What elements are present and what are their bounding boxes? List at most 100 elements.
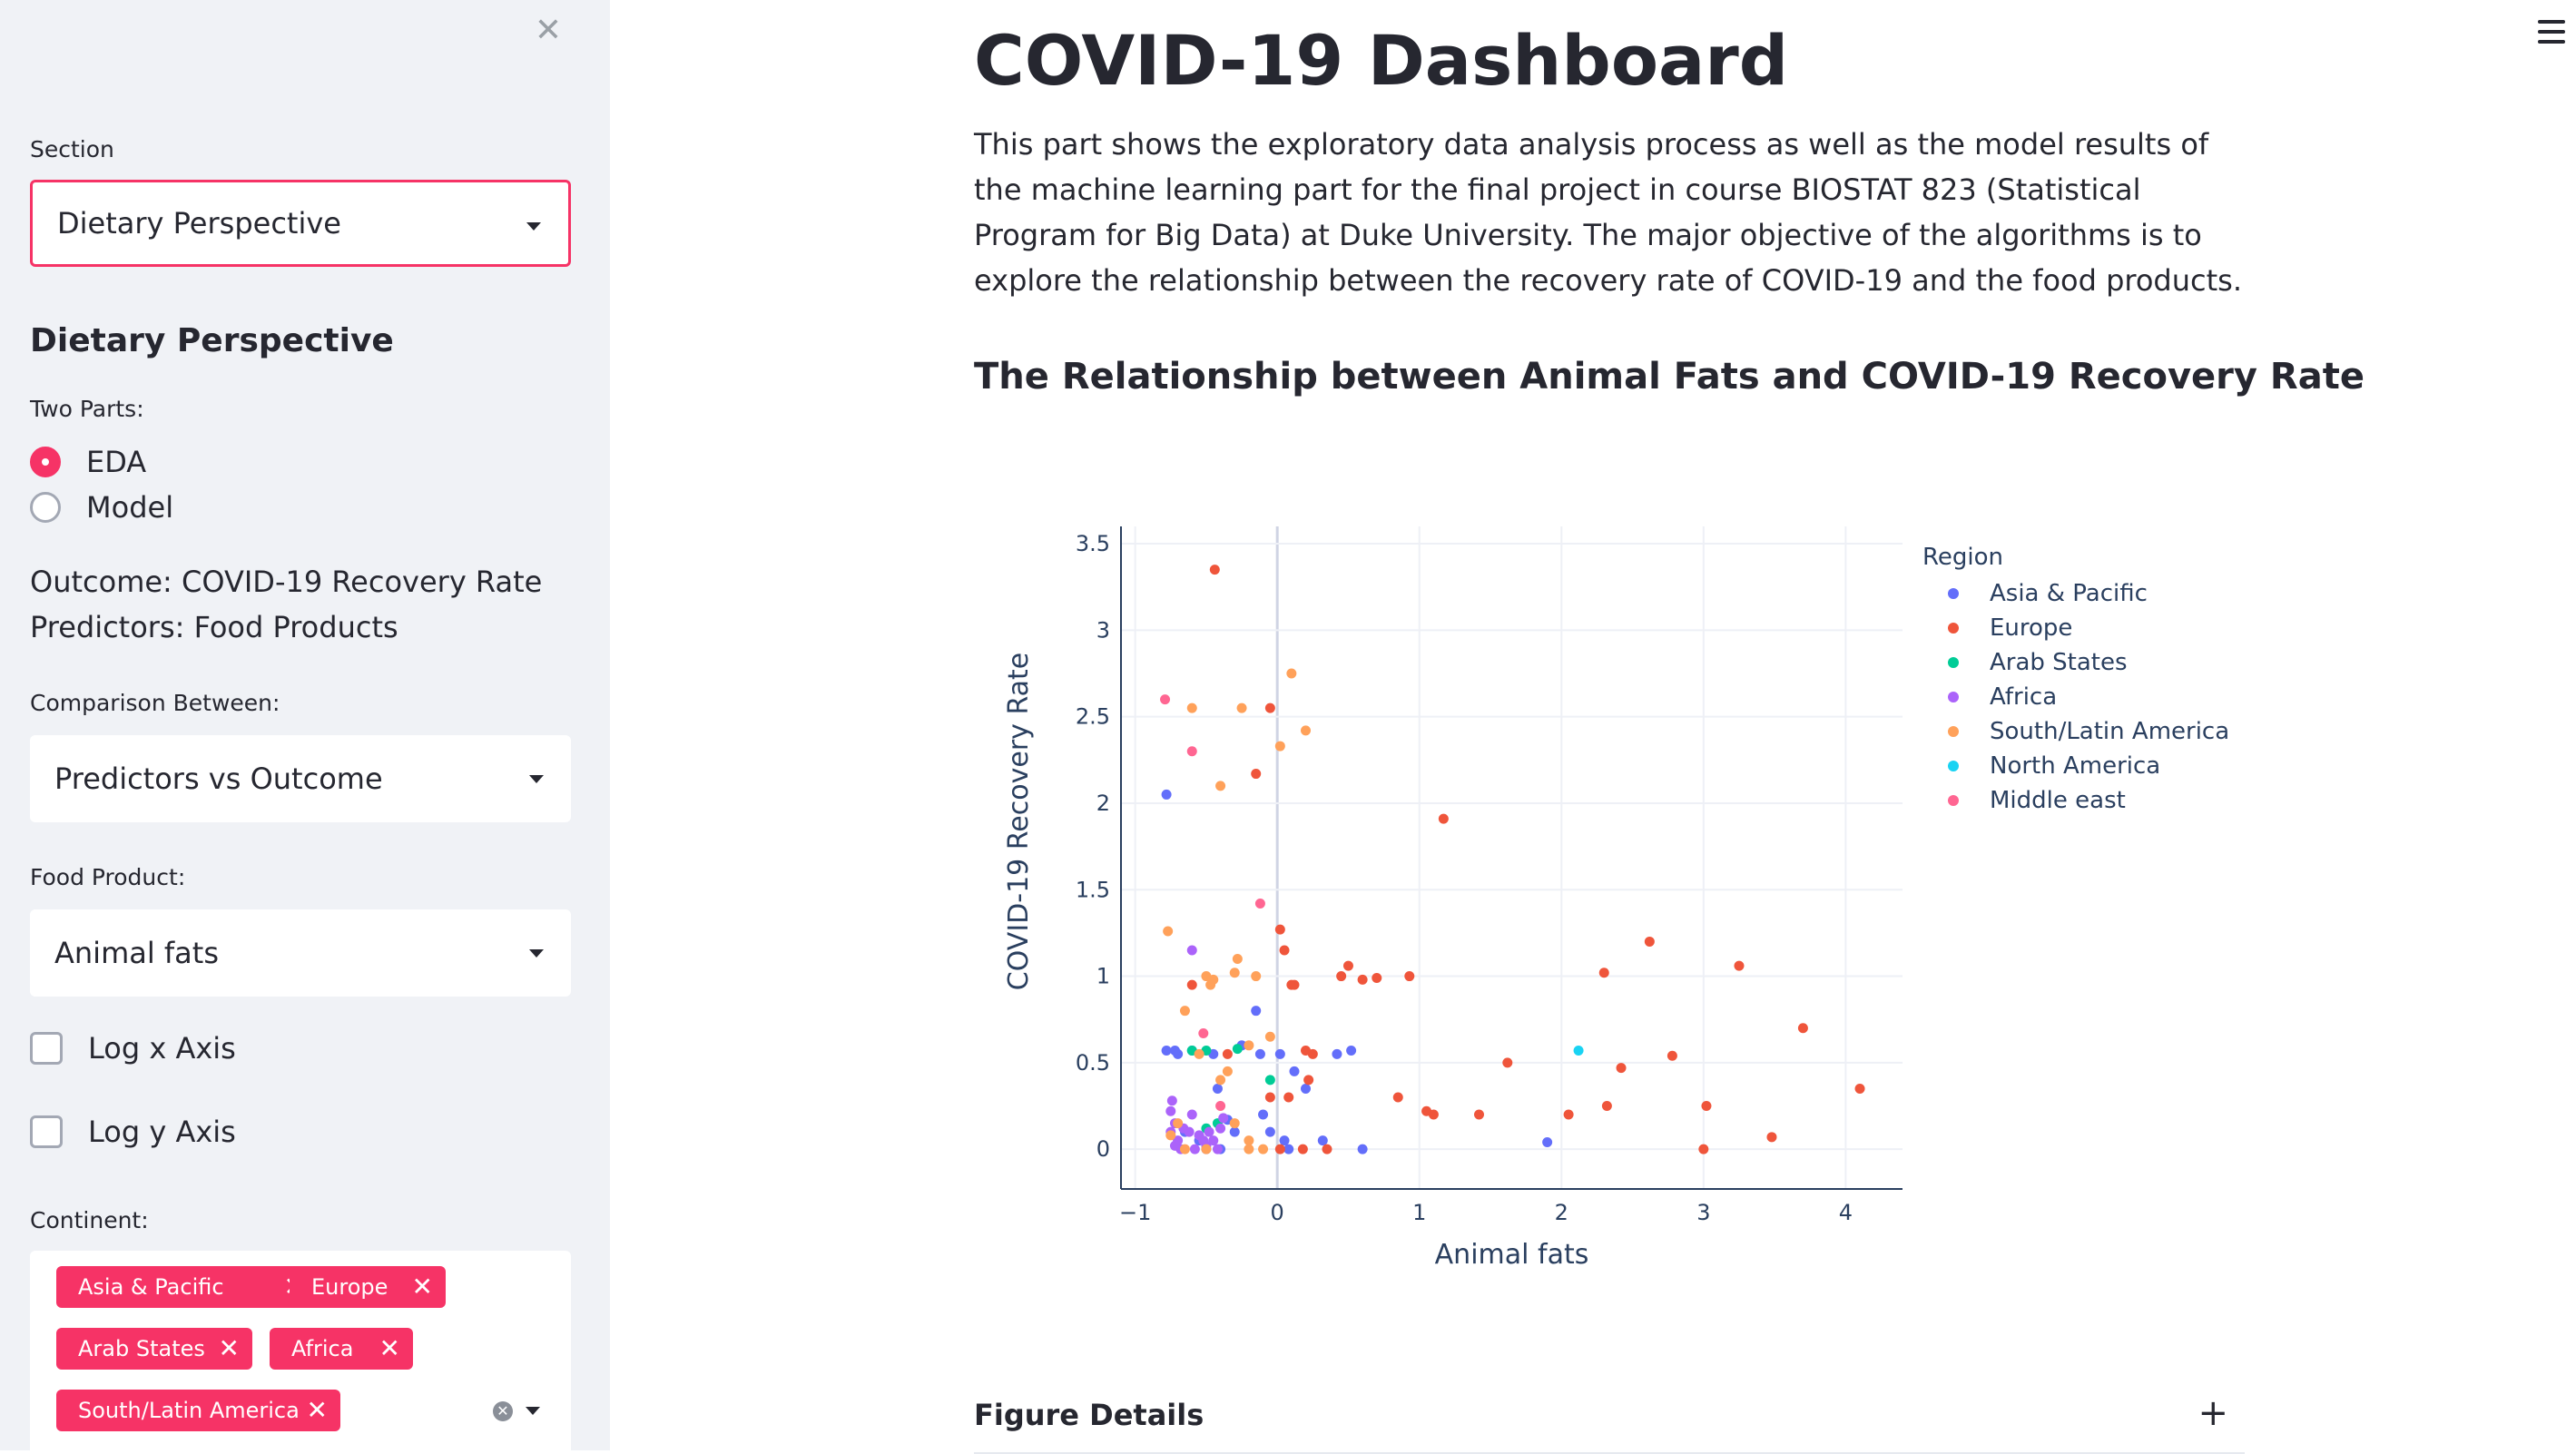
legend-marker[interactable] — [1948, 657, 1959, 668]
data-point[interactable] — [1598, 968, 1609, 978]
data-point[interactable] — [1667, 1050, 1677, 1061]
data-point[interactable] — [1161, 1046, 1172, 1056]
radio-eda[interactable]: EDA — [30, 445, 146, 479]
data-point[interactable] — [1184, 1126, 1195, 1137]
radio-selected-icon[interactable] — [30, 447, 61, 477]
legend-marker[interactable] — [1948, 761, 1959, 771]
data-point[interactable] — [1357, 1144, 1368, 1154]
data-point[interactable] — [1854, 1083, 1865, 1094]
remove-tag-icon[interactable]: ✕ — [306, 1395, 328, 1425]
close-sidebar-icon[interactable]: ✕ — [534, 12, 563, 49]
data-point[interactable] — [1342, 960, 1353, 971]
data-point[interactable] — [1279, 945, 1290, 956]
legend-entry[interactable]: South/Latin America — [1990, 718, 2229, 745]
data-point[interactable] — [1279, 1135, 1290, 1146]
data-point[interactable] — [1254, 899, 1265, 909]
data-point[interactable] — [1301, 1083, 1312, 1094]
data-point[interactable] — [1251, 769, 1262, 780]
data-point[interactable] — [1303, 1075, 1314, 1086]
legend-entry[interactable]: Middle east — [1990, 787, 2126, 814]
data-point[interactable] — [1166, 1095, 1177, 1106]
data-point[interactable] — [1163, 926, 1174, 937]
legend-marker[interactable] — [1948, 588, 1959, 599]
data-point[interactable] — [1212, 1144, 1223, 1154]
data-point[interactable] — [1204, 1126, 1214, 1137]
data-point[interactable] — [1616, 1063, 1627, 1074]
data-point[interactable] — [1357, 974, 1368, 985]
data-point[interactable] — [1169, 1140, 1180, 1151]
figure-details-expander[interactable]: Figure Details + — [974, 1378, 2245, 1454]
data-point[interactable] — [1244, 1144, 1254, 1154]
comparison-select[interactable]: Predictors vs Outcome — [30, 735, 571, 822]
data-point[interactable] — [1215, 781, 1226, 791]
data-point[interactable] — [1473, 1109, 1484, 1120]
data-point[interactable] — [1274, 1048, 1285, 1059]
data-point[interactable] — [1322, 1144, 1332, 1154]
data-point[interactable] — [1372, 972, 1382, 983]
remove-tag-icon[interactable]: ✕ — [218, 1333, 240, 1363]
data-point[interactable] — [1283, 1092, 1294, 1103]
data-point[interactable] — [1222, 1048, 1233, 1059]
continent-tag[interactable]: Europe ✕ — [290, 1266, 446, 1308]
continent-tag[interactable]: Arab States ✕ — [56, 1328, 252, 1370]
data-point[interactable] — [1161, 789, 1172, 800]
data-point[interactable] — [1212, 1083, 1223, 1094]
clear-all-icon[interactable]: ✕ — [493, 1401, 513, 1421]
data-point[interactable] — [1186, 945, 1197, 956]
legend-entry[interactable]: North America — [1990, 752, 2160, 780]
data-point[interactable] — [1251, 971, 1262, 982]
data-point[interactable] — [1198, 1027, 1209, 1038]
data-point[interactable] — [1208, 974, 1219, 985]
data-point[interactable] — [1698, 1144, 1709, 1154]
continent-multiselect[interactable]: Asia & Pacific ✕ Europe ✕ Arab States ✕ … — [30, 1251, 571, 1450]
legend-entry[interactable]: Asia & Pacific — [1990, 580, 2148, 607]
hamburger-menu-icon[interactable] — [2538, 20, 2565, 50]
data-point[interactable] — [1215, 1101, 1226, 1112]
data-point[interactable] — [1283, 1144, 1294, 1154]
legend-marker[interactable] — [1948, 795, 1959, 806]
data-point[interactable] — [1215, 1123, 1226, 1134]
data-point[interactable] — [1165, 1130, 1176, 1141]
data-point[interactable] — [1244, 1040, 1254, 1051]
data-point[interactable] — [1438, 813, 1449, 824]
data-point[interactable] — [1301, 725, 1312, 736]
data-point[interactable] — [1229, 1126, 1240, 1137]
continent-tag[interactable]: Africa ✕ — [270, 1328, 413, 1370]
remove-tag-icon[interactable]: ✕ — [411, 1272, 433, 1302]
data-point[interactable] — [1297, 1144, 1308, 1154]
data-point[interactable] — [1573, 1046, 1584, 1056]
data-point[interactable] — [1173, 1118, 1184, 1129]
log-x-checkbox-row[interactable]: Log x Axis — [30, 1031, 236, 1066]
data-point[interactable] — [1258, 1109, 1269, 1120]
radio-model[interactable]: Model — [30, 490, 173, 525]
data-point[interactable] — [1766, 1132, 1777, 1143]
section-select[interactable]: Dietary Perspective — [30, 180, 571, 267]
data-point[interactable] — [1160, 694, 1171, 705]
data-point[interactable] — [1289, 1066, 1300, 1076]
data-point[interactable] — [1264, 1126, 1275, 1137]
data-point[interactable] — [1215, 1075, 1226, 1086]
data-point[interactable] — [1194, 1048, 1204, 1059]
data-point[interactable] — [1542, 1137, 1553, 1148]
continent-tag[interactable]: South/Latin America ✕ — [56, 1390, 340, 1431]
data-point[interactable] — [1274, 924, 1285, 935]
data-point[interactable] — [1209, 565, 1220, 575]
legend-marker[interactable] — [1948, 623, 1959, 634]
data-point[interactable] — [1208, 1135, 1219, 1146]
data-point[interactable] — [1286, 668, 1297, 679]
data-point[interactable] — [1229, 968, 1240, 978]
data-point[interactable] — [1198, 1135, 1209, 1146]
data-point[interactable] — [1392, 1092, 1403, 1103]
data-point[interactable] — [1201, 1144, 1212, 1154]
data-point[interactable] — [1601, 1101, 1612, 1112]
food-product-select[interactable]: Animal fats — [30, 909, 571, 997]
continent-tag[interactable]: Asia & Pacific ✕ — [56, 1266, 318, 1308]
data-point[interactable] — [1428, 1109, 1439, 1120]
data-point[interactable] — [1179, 1144, 1190, 1154]
data-point[interactable] — [1189, 1144, 1200, 1154]
data-point[interactable] — [1274, 741, 1285, 752]
legend-marker[interactable] — [1948, 726, 1959, 737]
data-point[interactable] — [1264, 1092, 1275, 1103]
data-point[interactable] — [1218, 1113, 1229, 1124]
data-point[interactable] — [1346, 1046, 1357, 1056]
